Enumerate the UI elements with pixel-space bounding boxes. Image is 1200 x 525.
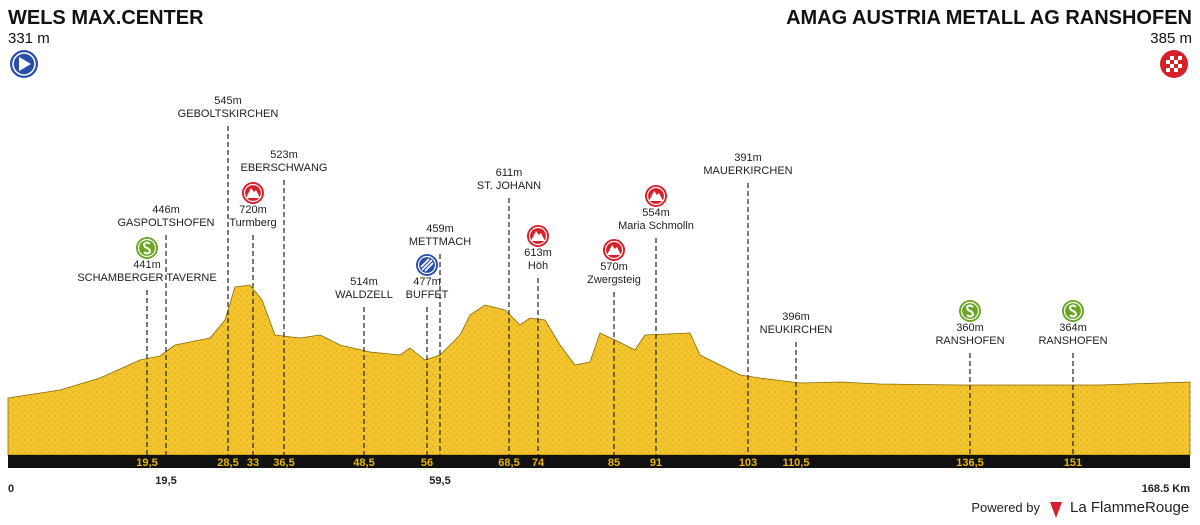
icon-mountain <box>531 231 545 241</box>
waypoint-name: Zwergsteig <box>587 274 641 286</box>
finish-altitude: 385 m <box>1150 30 1192 47</box>
distance-bar <box>8 455 1190 468</box>
waypoint-name: Turmberg <box>229 217 276 229</box>
waypoint-name: ST. JOHANN <box>477 180 541 192</box>
waypoint-icon <box>527 225 549 247</box>
icon-mountain <box>607 245 621 255</box>
waypoint-name: EBERSCHWANG <box>241 162 328 174</box>
waypoint-altitude: 364m <box>1059 322 1087 334</box>
waypoint-altitude: 554m <box>642 207 670 219</box>
icon-ring <box>528 226 548 246</box>
waypoint-altitude: 570m <box>600 261 628 273</box>
km-label: 19,5 <box>136 457 157 469</box>
waypoint-name: GEBOLTSKIRCHEN <box>178 108 279 120</box>
brand-logo <box>1050 502 1062 518</box>
km-label: 85 <box>608 457 620 469</box>
km-label: 74 <box>532 457 545 469</box>
waypoint-name: Maria Schmolln <box>618 220 694 232</box>
km-label: 48,5 <box>353 457 374 469</box>
waypoint-altitude: 360m <box>956 322 984 334</box>
km-label: 110,5 <box>783 457 810 469</box>
km-label: 103 <box>739 457 757 469</box>
waypoint-icon <box>242 182 264 204</box>
km-label: 33 <box>247 457 259 469</box>
axis-end: 168.5 Km <box>1142 483 1191 495</box>
icon-mountain <box>246 188 260 198</box>
icon-s <box>142 241 152 255</box>
waypoint-icon <box>416 254 438 276</box>
waypoint-name: WALDZELL <box>335 289 393 301</box>
start-name: WELS MAX.CENTER <box>8 7 204 29</box>
waypoint-icon <box>959 300 981 322</box>
waypoint-name: RANSHOFEN <box>1038 335 1107 347</box>
waypoint-name: RANSHOFEN <box>935 335 1004 347</box>
waypoint-altitude: 477m <box>413 276 441 288</box>
icon-ring <box>604 240 624 260</box>
profile-area <box>7 284 1191 456</box>
waypoint-name: Höh <box>528 260 548 272</box>
km-label: 68,5 <box>498 457 519 469</box>
waypoint-altitude: 720m <box>239 204 267 216</box>
waypoint-name: METTMACH <box>409 236 471 248</box>
icon-s <box>965 304 975 318</box>
waypoint-altitude: 459m <box>426 223 454 235</box>
km-label: 136,5 <box>956 457 984 469</box>
km-label: 59,5 <box>429 475 450 487</box>
km-label: 91 <box>650 457 662 469</box>
icon-ring <box>137 238 157 258</box>
icon-ring <box>417 255 437 275</box>
waypoint-altitude: 545m <box>214 95 242 107</box>
icon-feed <box>420 258 434 272</box>
powered-by: Powered by <box>971 500 1040 515</box>
waypoint-altitude: 611m <box>496 167 523 179</box>
km-label: 151 <box>1064 457 1082 469</box>
icon-mountain <box>649 191 663 201</box>
axis-start: 0 <box>8 483 14 495</box>
waypoint-name: NEUKIRCHEN <box>760 324 833 336</box>
icon-s <box>1068 304 1078 318</box>
waypoint-altitude: 446m <box>152 204 180 216</box>
start-icon <box>10 50 38 78</box>
icon-ring <box>960 301 980 321</box>
km-label: 19,5 <box>155 475 176 487</box>
waypoint-altitude: 514m <box>350 276 378 288</box>
icon-ring <box>1063 301 1083 321</box>
brand-name: La FlammeRouge <box>1070 499 1189 516</box>
waypoint-altitude: 613m <box>524 247 552 259</box>
waypoint-icon <box>136 237 158 259</box>
waypoint-icon <box>1062 300 1084 322</box>
km-label: 56 <box>421 457 433 469</box>
km-label: 28,5 <box>217 457 238 469</box>
waypoint-altitude: 523m <box>270 149 298 161</box>
waypoint-altitude: 396m <box>782 311 810 323</box>
waypoint-name: GASPOLTSHOFEN <box>118 217 215 229</box>
waypoint-name: MAUERKIRCHEN <box>703 165 792 177</box>
waypoint-icon <box>603 239 625 261</box>
icon-ring <box>646 186 666 206</box>
waypoint-name: SCHAMBERGER TAVERNE <box>77 272 216 284</box>
waypoint-altitude: 391m <box>734 152 762 164</box>
finish-icon <box>1160 50 1188 78</box>
waypoint-altitude: 441m <box>133 259 161 271</box>
start-altitude: 331 m <box>8 30 50 47</box>
icon-ring <box>243 183 263 203</box>
km-label: 36,5 <box>273 457 294 469</box>
waypoint-icon <box>645 185 667 207</box>
finish-name: AMAG AUSTRIA METALL AG RANSHOFEN <box>786 7 1192 29</box>
waypoint-name: BUFFET <box>406 289 449 301</box>
